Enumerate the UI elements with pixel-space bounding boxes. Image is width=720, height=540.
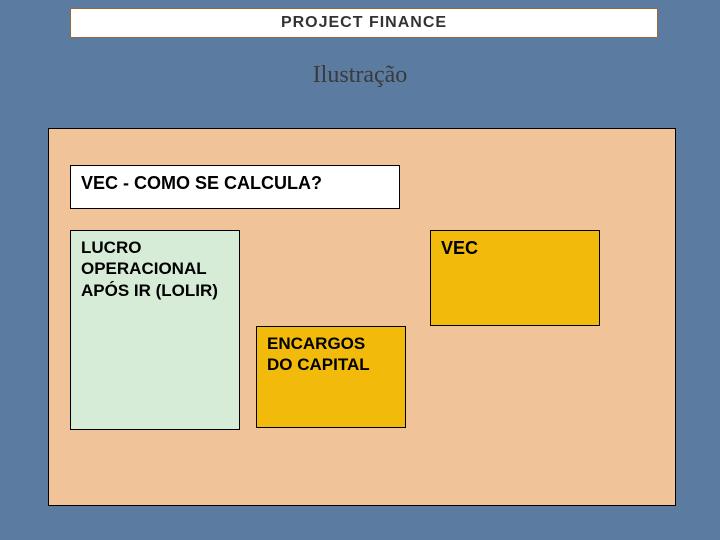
header-title: PROJECT FINANCE: [281, 14, 447, 32]
subtitle-text: Ilustração: [313, 62, 408, 88]
question-text: VEC - COMO SE CALCULA?: [81, 172, 389, 195]
lolir-box: LUCRO OPERACIONAL APÓS IR (LOLIR): [70, 230, 240, 430]
encargos-text: ENCARGOS DO CAPITAL: [267, 333, 395, 376]
encargos-box: ENCARGOS DO CAPITAL: [256, 326, 406, 428]
question-box: VEC - COMO SE CALCULA?: [70, 165, 400, 209]
header-bar: PROJECT FINANCE: [70, 8, 658, 38]
lolir-text: LUCRO OPERACIONAL APÓS IR (LOLIR): [81, 237, 229, 301]
vec-box: VEC: [430, 230, 600, 326]
vec-text: VEC: [441, 237, 589, 260]
subtitle: Ilustração: [240, 62, 480, 89]
